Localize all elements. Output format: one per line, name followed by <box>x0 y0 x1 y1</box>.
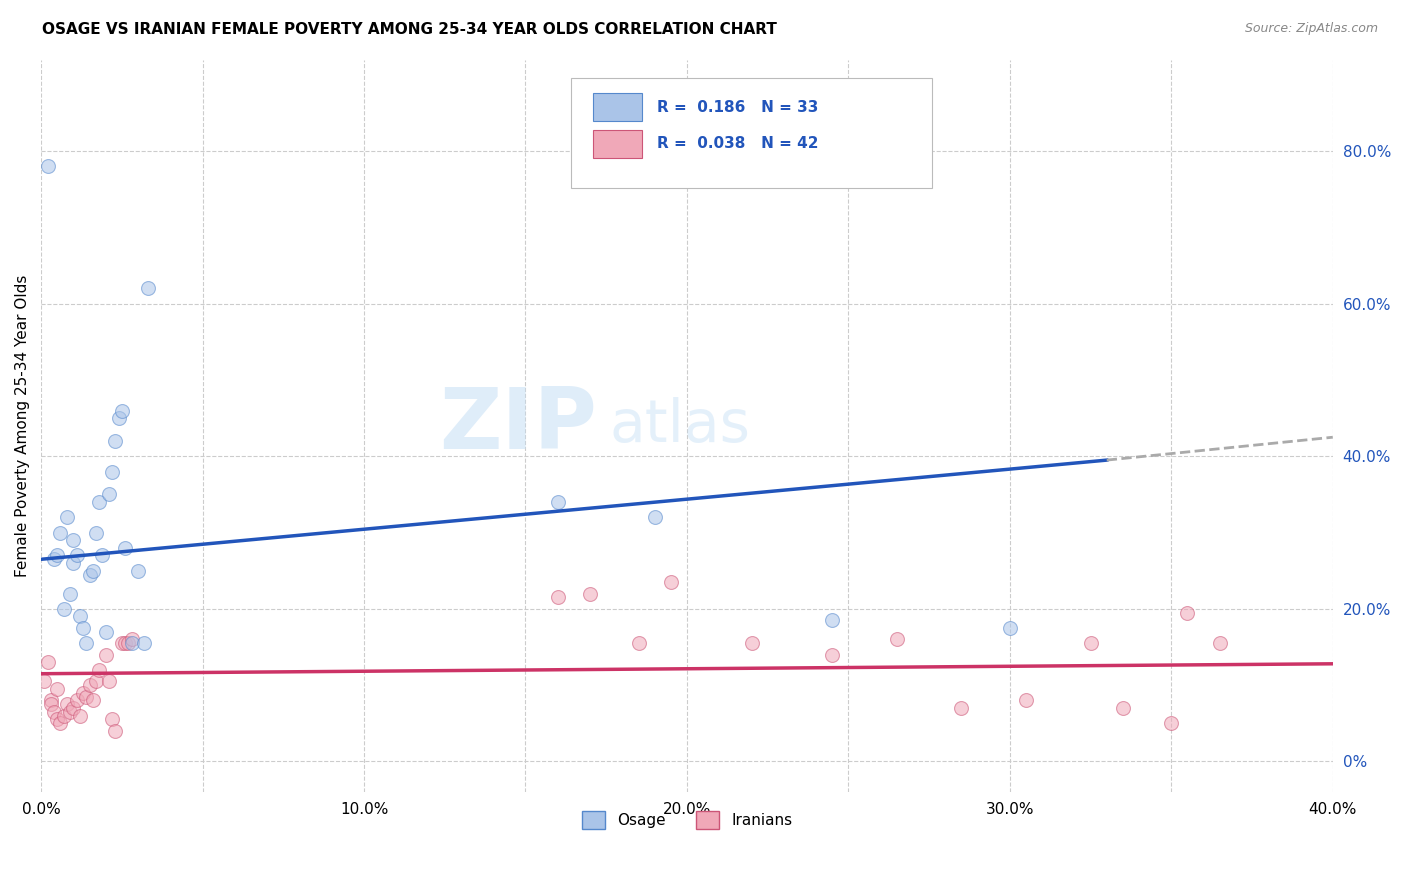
Point <box>627 636 650 650</box>
Point <box>84 525 107 540</box>
Point <box>39 697 62 711</box>
Point <box>62 533 84 548</box>
Text: atlas: atlas <box>609 397 751 454</box>
Point <box>82 564 104 578</box>
Point <box>1209 636 1232 650</box>
Point <box>659 575 682 590</box>
Point <box>72 686 94 700</box>
Point <box>56 697 79 711</box>
Point <box>94 624 117 639</box>
FancyBboxPatch shape <box>571 78 932 187</box>
Legend: Osage, Iranians: Osage, Iranians <box>575 805 799 836</box>
Point <box>34 674 56 689</box>
Point <box>1112 701 1135 715</box>
Point <box>62 556 84 570</box>
Point <box>134 636 156 650</box>
Point <box>82 693 104 707</box>
Point <box>136 281 159 295</box>
Text: Source: ZipAtlas.com: Source: ZipAtlas.com <box>1244 22 1378 36</box>
Text: ZIP: ZIP <box>439 384 596 467</box>
Point <box>79 567 101 582</box>
Text: OSAGE VS IRANIAN FEMALE POVERTY AMONG 25-34 YEAR OLDS CORRELATION CHART: OSAGE VS IRANIAN FEMALE POVERTY AMONG 25… <box>42 22 778 37</box>
Point <box>94 648 117 662</box>
Point <box>89 495 111 509</box>
Point <box>37 160 59 174</box>
Point <box>52 708 75 723</box>
Point <box>886 632 908 647</box>
Point <box>121 636 143 650</box>
Point <box>39 693 62 707</box>
Point <box>998 621 1021 635</box>
Point <box>644 510 666 524</box>
Y-axis label: Female Poverty Among 25-34 Year Olds: Female Poverty Among 25-34 Year Olds <box>15 275 30 577</box>
Text: R =  0.186   N = 33: R = 0.186 N = 33 <box>657 100 818 115</box>
Point <box>1080 636 1102 650</box>
Point <box>741 636 763 650</box>
Point <box>79 678 101 692</box>
Point <box>97 487 120 501</box>
Point <box>56 510 79 524</box>
Point <box>49 525 72 540</box>
Point <box>37 655 59 669</box>
Point <box>104 723 127 738</box>
Point <box>46 681 69 696</box>
Point <box>66 549 89 563</box>
Point <box>69 708 91 723</box>
Point <box>1015 693 1038 707</box>
Point <box>114 541 136 555</box>
FancyBboxPatch shape <box>593 130 641 158</box>
Point <box>75 636 97 650</box>
Point <box>59 586 82 600</box>
Point <box>89 663 111 677</box>
Point <box>46 713 69 727</box>
Point <box>101 465 124 479</box>
Point <box>104 434 127 448</box>
Point <box>97 674 120 689</box>
Point <box>579 586 602 600</box>
Point <box>84 674 107 689</box>
Point <box>821 648 844 662</box>
Point <box>547 495 569 509</box>
Point <box>62 701 84 715</box>
Point <box>46 549 69 563</box>
Point <box>42 552 65 566</box>
Point <box>117 636 139 650</box>
Point <box>111 636 134 650</box>
Point <box>42 705 65 719</box>
Point <box>127 564 149 578</box>
Point <box>1177 606 1199 620</box>
Point <box>52 602 75 616</box>
Point <box>72 621 94 635</box>
Point <box>121 632 143 647</box>
Point <box>66 693 89 707</box>
Point <box>821 613 844 627</box>
Point <box>75 690 97 704</box>
Point <box>950 701 973 715</box>
Point <box>69 609 91 624</box>
Point <box>49 716 72 731</box>
Point <box>114 636 136 650</box>
Point <box>1160 716 1182 731</box>
Point <box>91 549 114 563</box>
Point <box>547 591 569 605</box>
FancyBboxPatch shape <box>593 94 641 121</box>
Point <box>111 403 134 417</box>
Point <box>59 705 82 719</box>
Text: R =  0.038   N = 42: R = 0.038 N = 42 <box>657 136 818 152</box>
Point <box>107 411 129 425</box>
Point <box>101 713 124 727</box>
